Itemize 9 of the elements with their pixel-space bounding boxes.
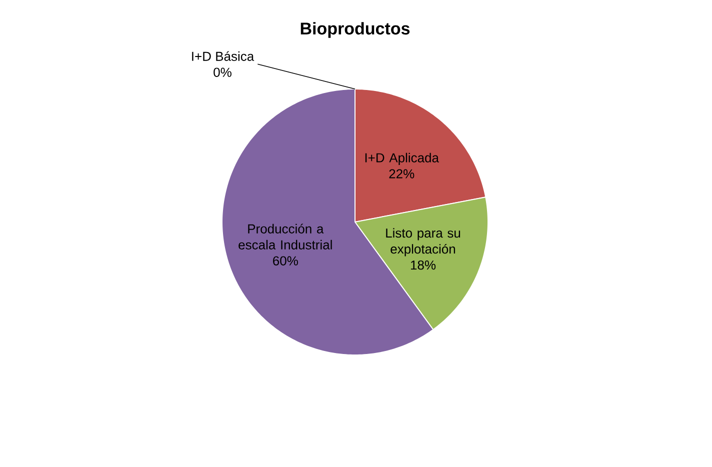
slice-label: I+D Aplicada: [365, 152, 439, 165]
chart-title: Bioproductos: [300, 22, 410, 38]
category-label: I+D Básica: [192, 51, 254, 61]
data-label: 60%: [273, 256, 298, 266]
data-label: 22%: [389, 169, 414, 178]
text: 0%: [214, 68, 232, 77]
slice-label: Producción a escala Industrial: [238, 224, 332, 250]
data-label: 18%: [410, 260, 436, 270]
slice-label: Listo para su explotación: [386, 228, 460, 256]
